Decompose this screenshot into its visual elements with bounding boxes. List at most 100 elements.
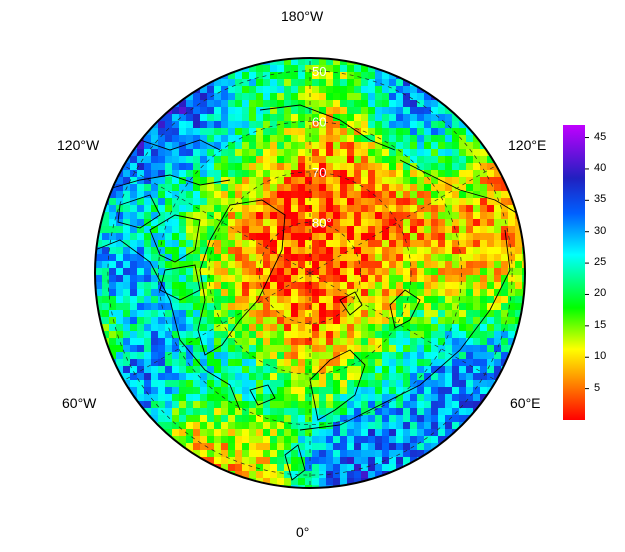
data-cell: [424, 296, 432, 304]
data-cell: [368, 345, 376, 353]
data-cell: [382, 198, 390, 206]
data-cell: [249, 415, 257, 423]
data-cell: [249, 170, 257, 178]
data-cell: [298, 254, 306, 262]
data-cell: [165, 310, 173, 318]
data-cell: [228, 121, 236, 129]
data-cell: [116, 296, 124, 304]
data-cell: [410, 310, 418, 318]
data-cell: [382, 128, 390, 136]
data-cell: [235, 352, 243, 360]
data-cell: [333, 261, 341, 269]
data-cell: [151, 380, 159, 388]
data-cell: [452, 422, 460, 430]
data-cell: [459, 345, 467, 353]
data-cell: [214, 471, 222, 479]
data-cell: [200, 429, 208, 437]
data-cell: [256, 415, 264, 423]
data-cell: [305, 205, 313, 213]
data-cell: [424, 457, 432, 465]
data-cell: [249, 107, 257, 115]
data-cell: [417, 366, 425, 374]
data-cell: [172, 226, 180, 234]
data-cell: [375, 338, 383, 346]
coastline: [259, 104, 396, 151]
data-cell: [361, 373, 369, 381]
data-cell: [116, 240, 124, 248]
data-cell: [165, 142, 173, 150]
data-cell: [459, 261, 467, 269]
data-cell: [291, 268, 299, 276]
data-cell: [158, 212, 166, 220]
data-cell: [389, 275, 397, 283]
data-cell: [214, 394, 222, 402]
data-cell: [305, 303, 313, 311]
data-cell: [291, 429, 299, 437]
data-cell: [200, 464, 208, 472]
data-cell: [326, 261, 334, 269]
data-cell: [256, 170, 264, 178]
data-cell: [347, 436, 355, 444]
data-cell: [165, 268, 173, 276]
data-cell: [326, 135, 334, 143]
data-cell: [200, 142, 208, 150]
data-cell: [172, 261, 180, 269]
data-cell: [438, 156, 446, 164]
data-cell: [361, 135, 369, 143]
data-cell: [270, 247, 278, 255]
data-cell: [242, 436, 250, 444]
data-cell: [375, 366, 383, 374]
data-cell: [305, 100, 313, 108]
data-cell: [480, 296, 488, 304]
data-cell: [501, 338, 509, 346]
data-cell: [284, 149, 292, 157]
data-cell: [403, 72, 411, 80]
data-cell: [487, 156, 495, 164]
data-cell: [284, 170, 292, 178]
data-cell: [459, 163, 467, 171]
data-cell: [403, 366, 411, 374]
data-cell: [445, 317, 453, 325]
data-cell: [179, 387, 187, 395]
data-cell: [410, 268, 418, 276]
data-cell: [340, 408, 348, 416]
data-cell: [389, 240, 397, 248]
data-cell: [480, 268, 488, 276]
data-cell: [333, 79, 341, 87]
data-cell: [354, 184, 362, 192]
data-cell: [249, 380, 257, 388]
data-cell: [368, 352, 376, 360]
data-cell: [424, 121, 432, 129]
data-cell: [487, 359, 495, 367]
data-cell: [298, 247, 306, 255]
data-cell: [347, 212, 355, 220]
data-cell: [501, 317, 509, 325]
data-cell: [270, 380, 278, 388]
data-cell: [417, 163, 425, 171]
data-cell: [326, 170, 334, 178]
data-cell: [123, 359, 131, 367]
data-cell: [193, 317, 201, 325]
data-cell: [319, 345, 327, 353]
data-cell: [144, 303, 152, 311]
data-cell: [396, 338, 404, 346]
data-cell: [431, 436, 439, 444]
data-cell: [158, 149, 166, 157]
data-cell: [368, 282, 376, 290]
data-cell: [221, 163, 229, 171]
data-cell: [417, 303, 425, 311]
data-cell: [333, 254, 341, 262]
data-cell: [459, 373, 467, 381]
data-cell: [466, 226, 474, 234]
data-cell: [347, 191, 355, 199]
data-cell: [480, 177, 488, 185]
data-cell: [186, 261, 194, 269]
data-cell: [459, 184, 467, 192]
data-cell: [382, 275, 390, 283]
data-cell: [382, 205, 390, 213]
data-cell: [347, 233, 355, 241]
data-cell: [473, 247, 481, 255]
data-cell: [431, 352, 439, 360]
data-cell: [494, 226, 502, 234]
data-cell: [333, 345, 341, 353]
